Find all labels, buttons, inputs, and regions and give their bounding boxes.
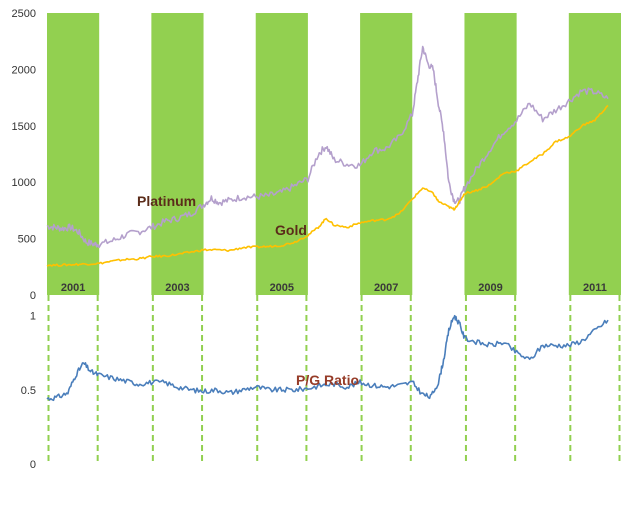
bottom-tick-0.5: 0.5 — [21, 385, 36, 397]
top-tick-1500: 1500 — [12, 121, 36, 133]
band-2001 — [47, 13, 100, 295]
bottom-y-axis: 00.51 — [21, 311, 36, 471]
band-2011 — [568, 13, 621, 295]
platinum-label: Platinum — [137, 193, 196, 209]
bottom-tick-1: 1 — [30, 311, 36, 323]
band-2003 — [151, 13, 204, 295]
top-tick-2500: 2500 — [12, 8, 36, 20]
series-line-platinum — [46, 45, 609, 249]
top-tick-0: 0 — [30, 290, 36, 302]
series-line-ratio — [46, 314, 609, 402]
ratio-label: P/G Ratio — [296, 372, 359, 388]
ratio-lines — [46, 314, 609, 402]
year-label-2001: 2001 — [61, 282, 85, 294]
year-divider-lines — [47, 295, 621, 464]
band-2009 — [464, 13, 517, 295]
band-2007 — [360, 13, 413, 295]
top-tick-1000: 1000 — [12, 177, 36, 189]
top-y-axis: 0 500 1000 1500 2000 2500 — [12, 8, 36, 302]
top-tick-500: 500 — [18, 234, 36, 246]
series-line-gold — [46, 104, 609, 267]
top-tick-2000: 2000 — [12, 64, 36, 76]
year-label-2005: 2005 — [270, 282, 294, 294]
year-bands — [47, 13, 621, 295]
price-lines — [46, 45, 609, 267]
year-label-2011: 2011 — [583, 282, 607, 294]
band-2005 — [255, 13, 308, 295]
year-label-2007: 2007 — [374, 282, 398, 294]
year-labels: 2001 2003 2005 2007 2009 2011 — [61, 282, 607, 294]
year-label-2009: 2009 — [478, 282, 502, 294]
gold-label: Gold — [275, 222, 307, 238]
bottom-tick-0: 0 — [30, 459, 36, 471]
year-label-2003: 2003 — [165, 282, 189, 294]
